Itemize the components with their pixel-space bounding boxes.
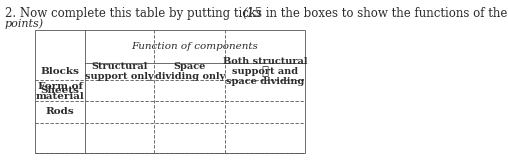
- Text: (15: (15: [242, 7, 262, 20]
- Text: points): points): [5, 18, 44, 29]
- Text: Blocks: Blocks: [41, 67, 79, 76]
- Text: Both structural
support and
space dividing: Both structural support and space dividi…: [223, 57, 307, 86]
- Text: 2. Now complete this table by putting ticks in the boxes to show the functions o: 2. Now complete this table by putting ti…: [5, 7, 508, 20]
- Text: Form of
material: Form of material: [36, 82, 84, 101]
- Text: Sheets: Sheets: [41, 86, 79, 95]
- Text: Rods: Rods: [46, 108, 74, 117]
- Text: Space
dividing only: Space dividing only: [154, 62, 225, 81]
- Text: Function of components: Function of components: [132, 42, 259, 51]
- Text: ✓: ✓: [262, 65, 268, 78]
- Text: Structural
support only: Structural support only: [85, 62, 154, 81]
- Bar: [35, 30, 304, 153]
